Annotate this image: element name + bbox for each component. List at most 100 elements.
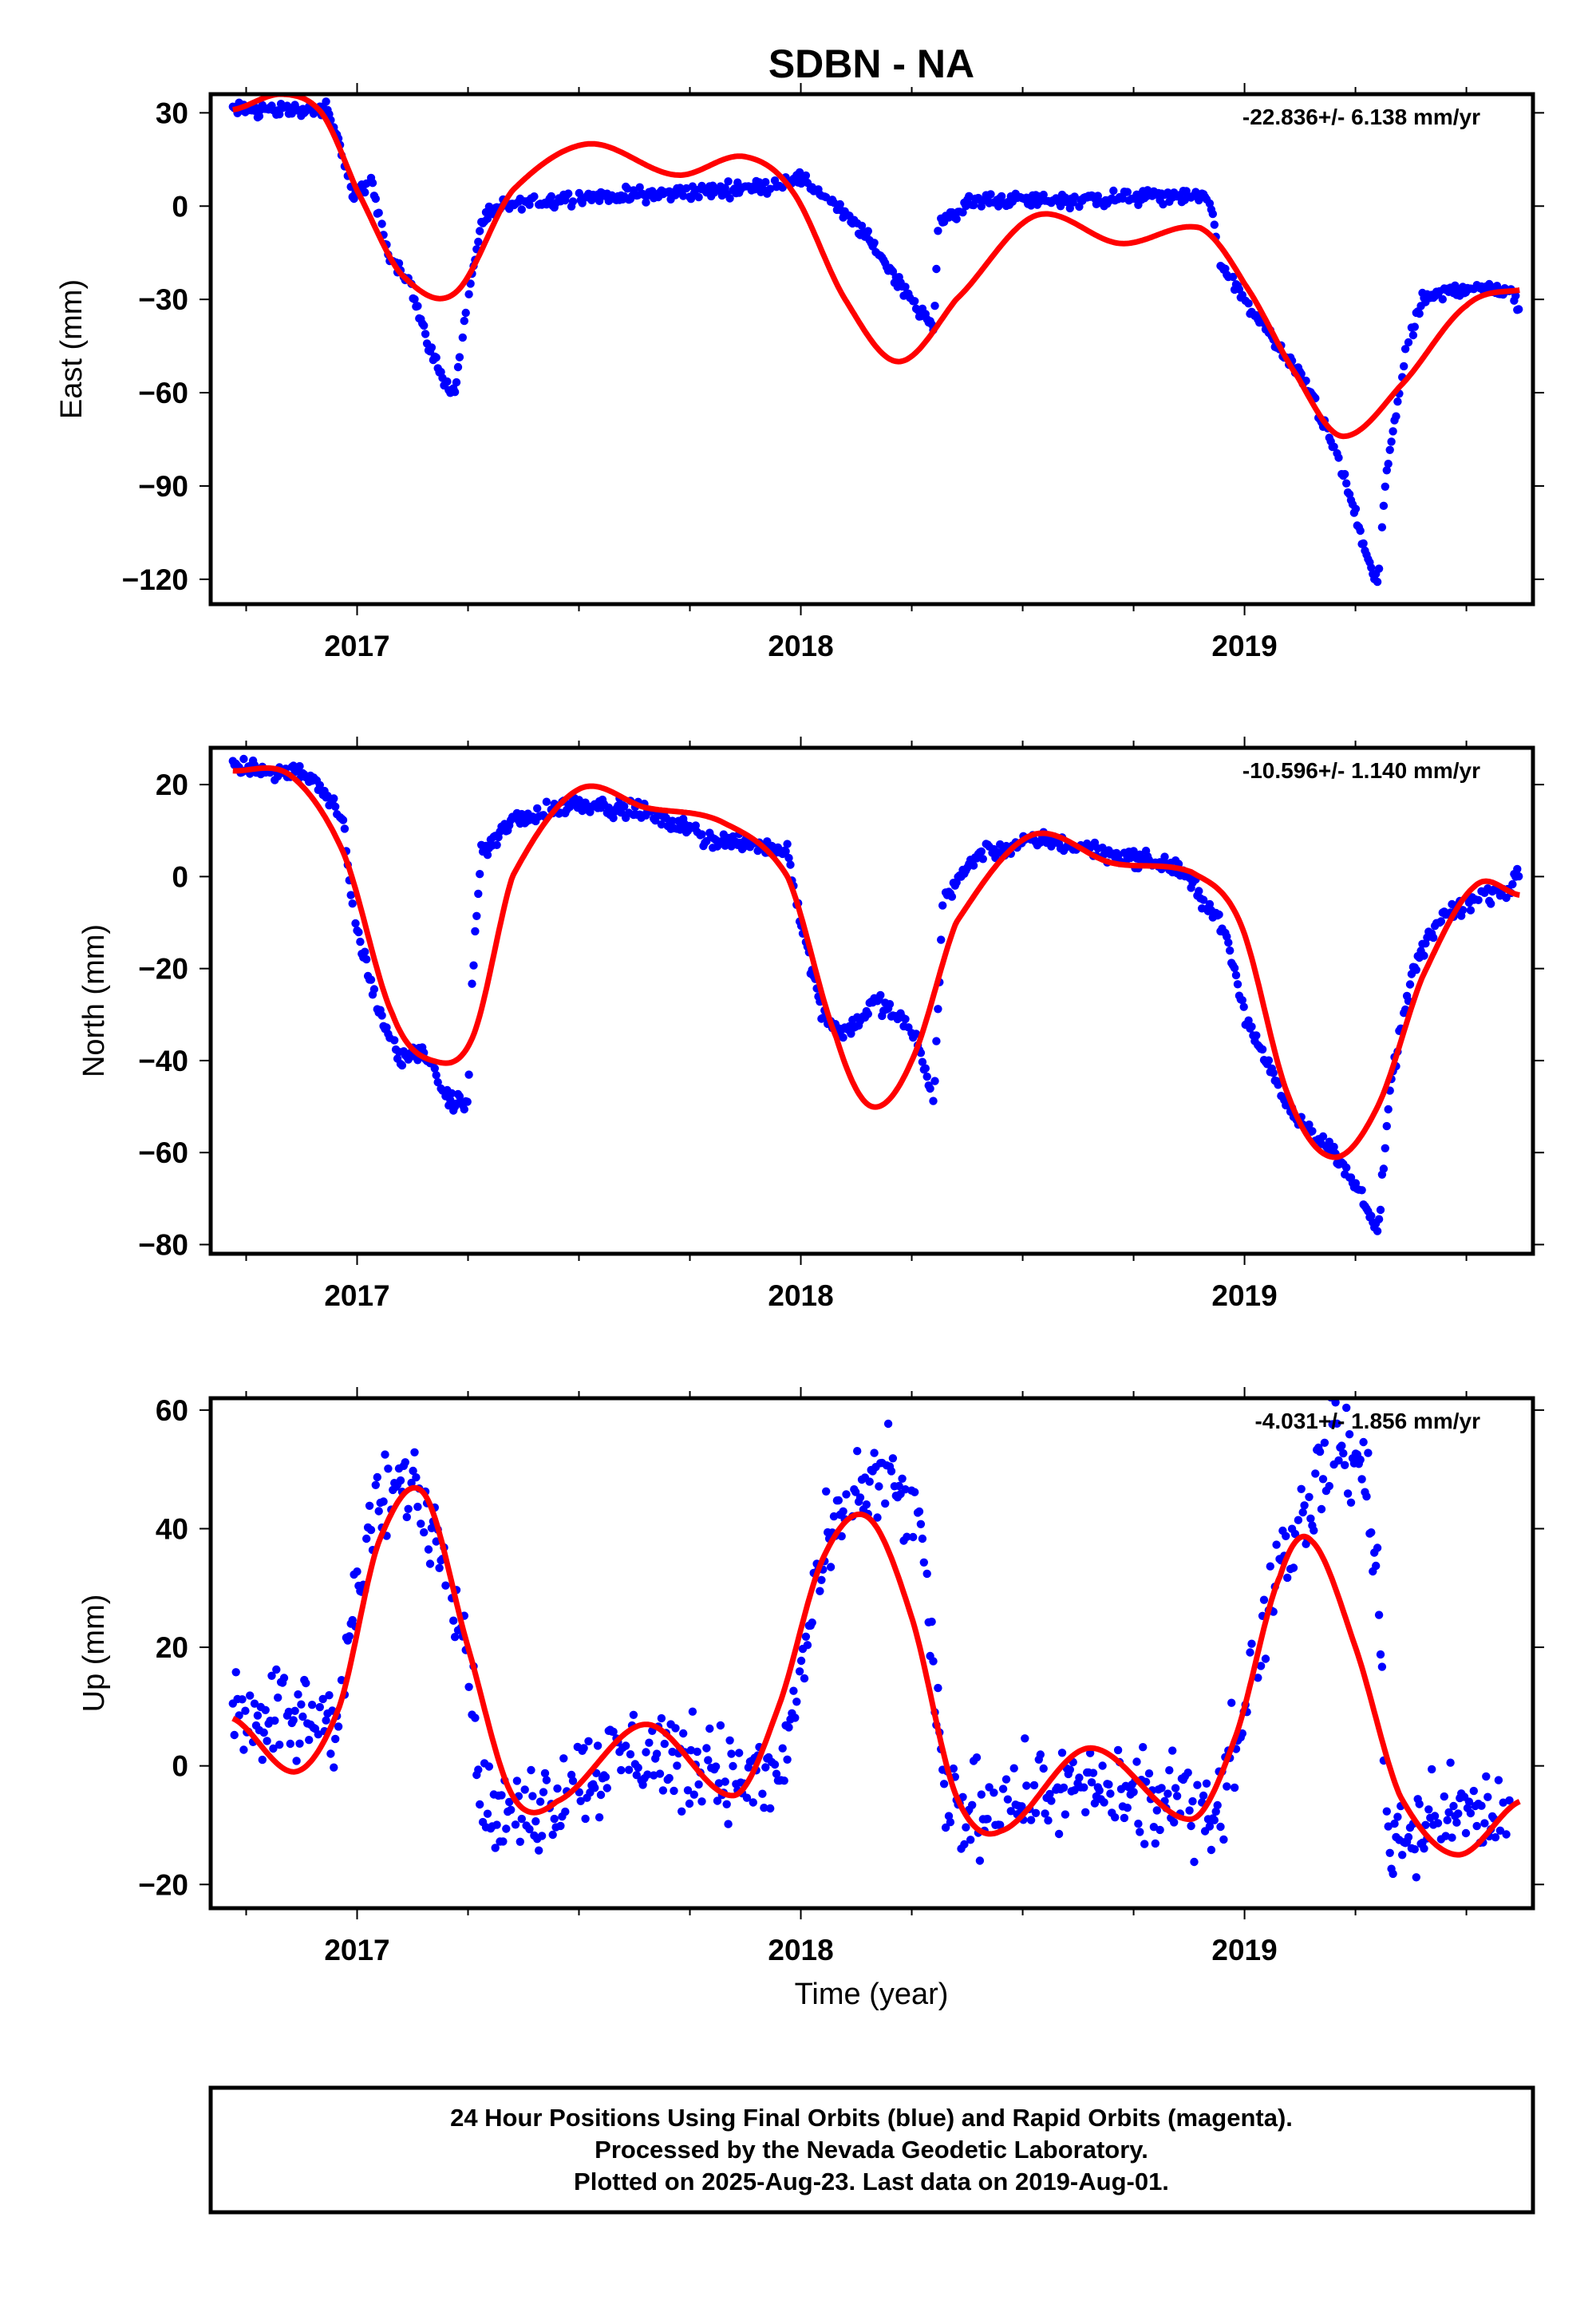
- data-point: [1341, 1460, 1349, 1470]
- data-point: [1342, 1163, 1351, 1172]
- data-point: [1469, 1786, 1479, 1796]
- data-point: [609, 1727, 618, 1737]
- data-point: [1264, 1056, 1274, 1065]
- data-point: [1430, 1812, 1440, 1820]
- data-point: [452, 377, 461, 387]
- data-point: [1244, 1016, 1253, 1025]
- data-point: [727, 1749, 736, 1758]
- data-point: [876, 990, 885, 1000]
- data-point: [938, 901, 947, 910]
- data-point: [302, 1678, 310, 1688]
- data-point: [903, 1532, 911, 1541]
- data-point: [420, 321, 429, 330]
- data-point: [1149, 1823, 1159, 1832]
- x-tick-label: 2018: [768, 630, 833, 662]
- data-point: [658, 1786, 668, 1795]
- data-point: [1059, 1783, 1069, 1792]
- data-point: [1421, 1820, 1430, 1829]
- data-point: [870, 1448, 879, 1457]
- data-point: [413, 1502, 422, 1512]
- data-point: [870, 239, 879, 247]
- data-point: [1508, 879, 1517, 889]
- data-point: [474, 1765, 483, 1774]
- data-point: [315, 781, 324, 789]
- data-point: [295, 761, 304, 771]
- panels: 30 0 −30 −60 −90 −120 2017 2018 2019 East (mm) -22…: [55, 83, 1544, 1966]
- observation-points: [228, 1398, 1514, 1882]
- data-point: [901, 1485, 910, 1494]
- data-point: [1474, 895, 1483, 905]
- data-point: [652, 1749, 662, 1758]
- data-point: [937, 935, 946, 944]
- data-point: [413, 302, 422, 310]
- data-point: [425, 1559, 435, 1568]
- data-point: [1207, 1845, 1216, 1855]
- data-point: [576, 1796, 585, 1805]
- data-point: [1315, 1447, 1325, 1456]
- data-point: [643, 1770, 652, 1779]
- y-axis-label: Up (mm): [77, 1595, 111, 1713]
- data-point: [595, 1813, 604, 1822]
- plot-area: [228, 1398, 1521, 1882]
- data-point: [1398, 1851, 1407, 1860]
- data-point: [689, 1790, 698, 1799]
- data-point: [1272, 1540, 1281, 1549]
- data-point: [622, 1741, 630, 1750]
- data-point: [932, 264, 941, 274]
- data-point: [1384, 1105, 1393, 1114]
- data-point: [1438, 294, 1448, 304]
- data-point: [783, 1755, 792, 1764]
- data-point: [432, 353, 440, 362]
- data-point: [1374, 564, 1384, 573]
- data-point: [565, 802, 575, 812]
- data-point: [474, 237, 483, 247]
- data-point: [279, 1674, 289, 1682]
- y-tick-label: 20: [156, 1631, 188, 1664]
- data-point: [1219, 1835, 1228, 1844]
- data-point: [1031, 1808, 1041, 1817]
- data-point: [1238, 996, 1247, 1005]
- data-point: [1256, 1662, 1266, 1670]
- data-point: [601, 1773, 610, 1781]
- data-point: [1163, 1789, 1172, 1798]
- data-point: [1139, 1743, 1148, 1752]
- data-point: [362, 179, 371, 188]
- data-point: [1230, 963, 1239, 973]
- data-point: [1006, 1807, 1016, 1816]
- data-point: [596, 1790, 606, 1800]
- data-point: [885, 1000, 895, 1009]
- data-point: [1385, 445, 1394, 454]
- data-point: [1339, 1448, 1348, 1458]
- data-point: [1515, 305, 1523, 314]
- data-point: [1359, 1437, 1368, 1447]
- footer-line-1: 24 Hour Positions Using Final Orbits (bl…: [450, 2104, 1293, 2132]
- data-point: [373, 1472, 381, 1482]
- data-point: [1170, 1818, 1179, 1827]
- data-point: [412, 1473, 421, 1482]
- data-point: [542, 797, 551, 806]
- data-point: [1364, 1448, 1373, 1457]
- data-point: [1436, 917, 1446, 926]
- data-point: [972, 1753, 982, 1762]
- data-point: [645, 1738, 654, 1747]
- data-point: [1310, 1526, 1318, 1535]
- data-point: [1420, 1844, 1428, 1853]
- data-point: [642, 1748, 650, 1757]
- data-point: [533, 804, 542, 813]
- data-point: [1070, 192, 1079, 201]
- data-point: [1085, 1749, 1095, 1757]
- data-point: [1389, 427, 1397, 436]
- data-point: [334, 1722, 343, 1731]
- data-point: [749, 1798, 757, 1807]
- data-point: [298, 1712, 307, 1721]
- data-point: [1379, 1164, 1389, 1173]
- data-point: [668, 816, 677, 825]
- data-point: [421, 330, 430, 338]
- data-point: [998, 1784, 1008, 1793]
- data-point: [975, 1856, 985, 1865]
- data-point: [1165, 1766, 1174, 1775]
- y-tick-label: −120: [122, 563, 188, 596]
- data-point: [985, 1783, 994, 1792]
- data-point: [455, 353, 464, 362]
- data-point: [1376, 1650, 1385, 1659]
